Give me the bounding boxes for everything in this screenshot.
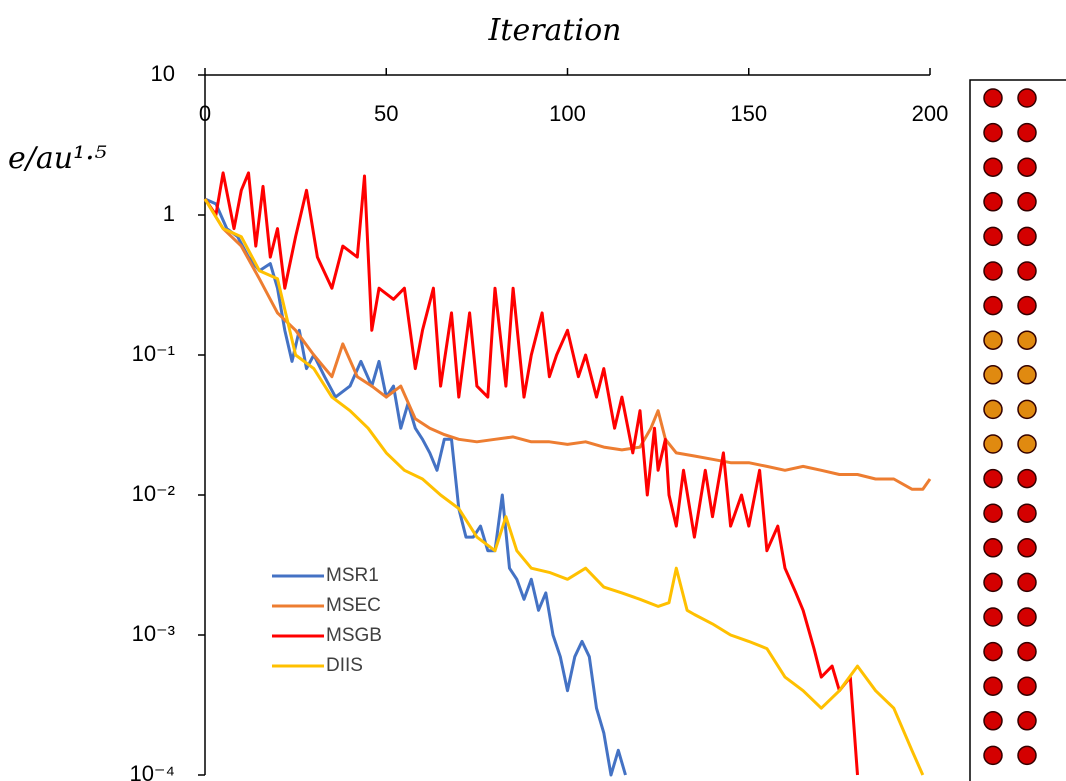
atom: [1017, 711, 1037, 731]
y-tick-label: 10⁻³: [132, 621, 175, 646]
atom: [983, 261, 1003, 281]
atom: [1017, 434, 1037, 454]
structure-inset: [969, 79, 1066, 781]
atom: [983, 399, 1003, 420]
atom: [983, 122, 1003, 143]
atom: [1017, 503, 1037, 523]
x-tick-label: 100: [549, 101, 586, 126]
legend-label: MSEC: [326, 595, 381, 616]
series-line: [203, 171, 859, 776]
legend-label: MSR1: [326, 565, 379, 586]
y-tick-label: 10⁻⁴: [129, 761, 175, 781]
legend-label: DIIS: [326, 655, 363, 676]
y-tick-label: 1: [163, 201, 175, 226]
atom: [983, 503, 1003, 523]
atom: [1017, 88, 1037, 108]
atom: [983, 745, 1003, 766]
atom: [1017, 745, 1037, 766]
y-tick-label: 10⁻²: [132, 481, 175, 506]
atom: [1017, 676, 1037, 696]
atom: [1017, 607, 1037, 627]
atom: [983, 711, 1003, 731]
atom: [1017, 192, 1037, 212]
atom: [983, 192, 1003, 212]
atom: [1017, 226, 1037, 247]
legend-label: MSGB: [326, 625, 382, 646]
atom: [983, 607, 1003, 627]
x-tick-label: 50: [374, 101, 398, 126]
x-tick-label: 150: [730, 101, 767, 126]
y-tick-label: 10: [151, 61, 175, 86]
atom: [1017, 157, 1037, 177]
atom: [983, 468, 1003, 489]
atom: [983, 572, 1003, 593]
x-tick-label: 0: [199, 101, 211, 126]
atom: [1017, 365, 1037, 385]
y-axis-title: e/au¹·⁵: [8, 141, 107, 176]
series-line: [203, 198, 925, 776]
atom: [983, 538, 1003, 558]
atom: [1017, 468, 1037, 489]
atom: [1017, 572, 1037, 593]
atom-structure: [983, 88, 1037, 766]
atom: [1017, 399, 1037, 420]
series-line: [204, 197, 627, 777]
atom: [983, 330, 1003, 350]
atom: [1017, 538, 1037, 558]
atom: [983, 157, 1003, 177]
x-axis-title: Iteration: [488, 13, 622, 48]
x-tick-label: 200: [912, 101, 949, 126]
atom: [1017, 295, 1037, 316]
atom: [983, 226, 1003, 247]
atom: [1017, 122, 1037, 143]
atom: [983, 88, 1003, 108]
atom: [1017, 261, 1037, 281]
atom: [983, 641, 1003, 662]
series-line: [203, 198, 932, 491]
y-tick-label: 10⁻¹: [132, 341, 175, 366]
atom: [983, 295, 1003, 316]
atom: [983, 676, 1003, 696]
atom: [983, 434, 1003, 454]
atom: [983, 365, 1003, 385]
atom: [1017, 330, 1037, 350]
atom: [1017, 641, 1037, 662]
